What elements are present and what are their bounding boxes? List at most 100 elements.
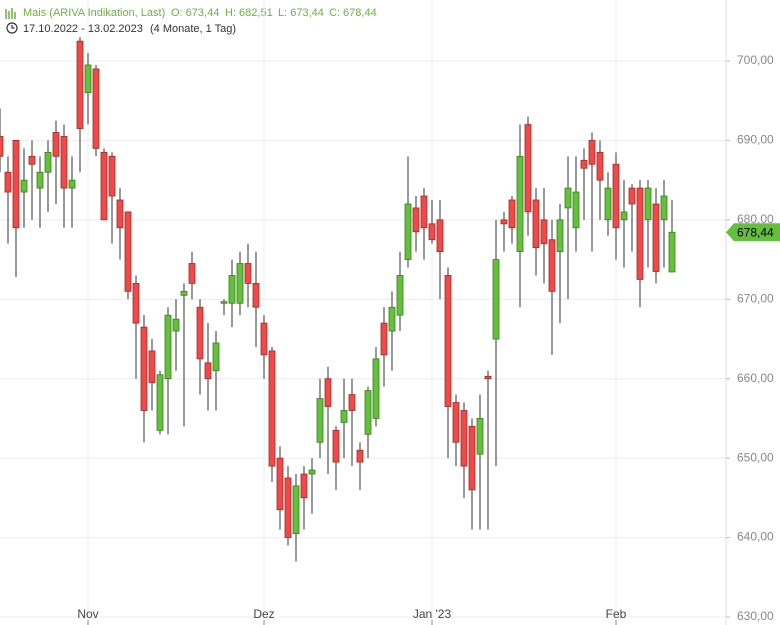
last-price-label: 678,44 bbox=[737, 225, 774, 239]
candle-body bbox=[332, 429, 340, 463]
candle-body bbox=[524, 124, 532, 213]
candle-body bbox=[28, 155, 36, 165]
y-tick-label: 700,00 bbox=[737, 53, 774, 67]
candle-body bbox=[604, 187, 612, 221]
y-tick-label: 680,00 bbox=[737, 212, 774, 226]
candle-body bbox=[292, 485, 300, 535]
candle-body bbox=[324, 378, 332, 407]
candle-body bbox=[100, 151, 108, 221]
candle-body bbox=[116, 199, 124, 229]
high-label: H: 682,51 bbox=[225, 7, 273, 19]
candle-body bbox=[396, 275, 404, 316]
candle-body bbox=[652, 203, 660, 272]
candle-body bbox=[244, 263, 252, 284]
candle-body bbox=[532, 199, 540, 249]
candle-body bbox=[492, 259, 500, 340]
candle-body bbox=[204, 362, 212, 380]
candle-body bbox=[412, 207, 420, 233]
candle-body bbox=[228, 275, 236, 304]
candle-body bbox=[220, 301, 228, 304]
candle-body bbox=[476, 418, 484, 455]
y-tick-label: 630,00 bbox=[737, 609, 774, 623]
y-tick-label: 650,00 bbox=[737, 450, 774, 464]
candle-body bbox=[308, 469, 316, 475]
x-tick-label: Jan '23 bbox=[413, 607, 452, 621]
candle-body bbox=[452, 402, 460, 443]
candle-body bbox=[140, 326, 148, 411]
candle-body bbox=[148, 350, 156, 384]
candle-body bbox=[556, 219, 564, 253]
candle-body bbox=[628, 187, 636, 205]
close-label: C: 678,44 bbox=[329, 7, 377, 19]
candle-body bbox=[428, 223, 436, 241]
x-tick-label: Nov bbox=[77, 607, 98, 621]
candle-body bbox=[668, 231, 676, 273]
date-range: 17.10.2022 - 13.02.2023 bbox=[23, 23, 143, 35]
candle-body bbox=[44, 151, 52, 173]
candle-body bbox=[580, 159, 588, 169]
candle-body bbox=[196, 306, 204, 360]
candle-body bbox=[236, 263, 244, 304]
candle-body bbox=[68, 179, 76, 189]
candle-body bbox=[156, 374, 164, 431]
candle-body bbox=[548, 239, 556, 292]
candle-body bbox=[420, 195, 428, 229]
candle-body bbox=[380, 322, 388, 356]
chart-icon bbox=[5, 8, 16, 19]
candle-body bbox=[180, 290, 188, 296]
candle-body bbox=[644, 187, 652, 221]
y-tick-label: 640,00 bbox=[737, 530, 774, 544]
candle-body bbox=[212, 342, 220, 372]
y-tick-label: 690,00 bbox=[737, 133, 774, 147]
candle-body bbox=[124, 211, 132, 292]
candle-body bbox=[0, 136, 4, 157]
header: Mais (ARIVA Indikation, Last) O: 673,44 … bbox=[5, 7, 377, 35]
candle-body bbox=[172, 318, 180, 332]
candle-body bbox=[468, 425, 476, 491]
last-price-flag bbox=[726, 223, 780, 242]
candle-body bbox=[348, 394, 356, 411]
candle-body bbox=[276, 457, 284, 511]
candle-body bbox=[316, 398, 324, 443]
candle-body bbox=[660, 195, 668, 221]
clock-hands bbox=[11, 25, 15, 29]
candle-body bbox=[516, 155, 524, 253]
y-tick-label: 660,00 bbox=[737, 371, 774, 385]
x-tick-label: Dez bbox=[253, 607, 274, 621]
candle-body bbox=[268, 350, 276, 467]
candle-body bbox=[572, 191, 580, 229]
candle-body bbox=[12, 140, 20, 229]
candle-body bbox=[388, 306, 396, 332]
candle-body bbox=[564, 187, 572, 209]
candle-body bbox=[364, 390, 372, 435]
grid bbox=[0, 0, 726, 625]
candle-body bbox=[540, 219, 548, 245]
candle-body bbox=[372, 358, 380, 419]
candle-body bbox=[76, 40, 84, 129]
low-label: L: 673,44 bbox=[278, 7, 324, 19]
candle-body bbox=[596, 151, 604, 181]
candle-body bbox=[300, 473, 308, 499]
x-tick-label: Feb bbox=[606, 607, 627, 621]
candle-body bbox=[60, 136, 68, 189]
candle-body bbox=[484, 375, 492, 380]
candle-body bbox=[84, 64, 92, 94]
candle-body bbox=[260, 322, 268, 356]
candle-body bbox=[164, 314, 172, 380]
candle-body bbox=[612, 163, 620, 229]
candle-body bbox=[252, 282, 260, 308]
candle-body bbox=[436, 219, 444, 253]
candle-body bbox=[188, 263, 196, 284]
candle-body bbox=[20, 179, 28, 193]
candle-body bbox=[588, 140, 596, 165]
open-label: O: 673,44 bbox=[171, 7, 219, 19]
candle-body bbox=[356, 449, 364, 463]
candle-body bbox=[444, 275, 452, 407]
y-tick-label: 670,00 bbox=[737, 291, 774, 305]
candle-body bbox=[620, 211, 628, 221]
candle-body bbox=[92, 68, 100, 149]
candle-body bbox=[108, 155, 116, 197]
candle-body bbox=[284, 477, 292, 538]
candle-body bbox=[508, 199, 516, 229]
instrument-name: Mais (ARIVA Indikation, Last) bbox=[23, 7, 165, 19]
